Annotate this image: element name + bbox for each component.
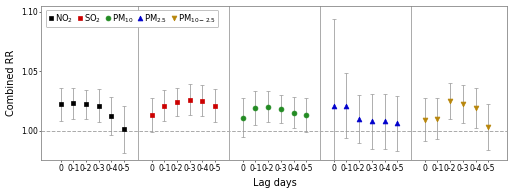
Y-axis label: Combined RR: Combined RR: [6, 50, 15, 116]
X-axis label: Lag days: Lag days: [252, 178, 297, 188]
Legend: NO$_2$, SO$_2$, PM$_{10}$, PM$_{2.5}$, PM$_{10-2.5}$: NO$_2$, SO$_2$, PM$_{10}$, PM$_{2.5}$, P…: [46, 10, 218, 27]
